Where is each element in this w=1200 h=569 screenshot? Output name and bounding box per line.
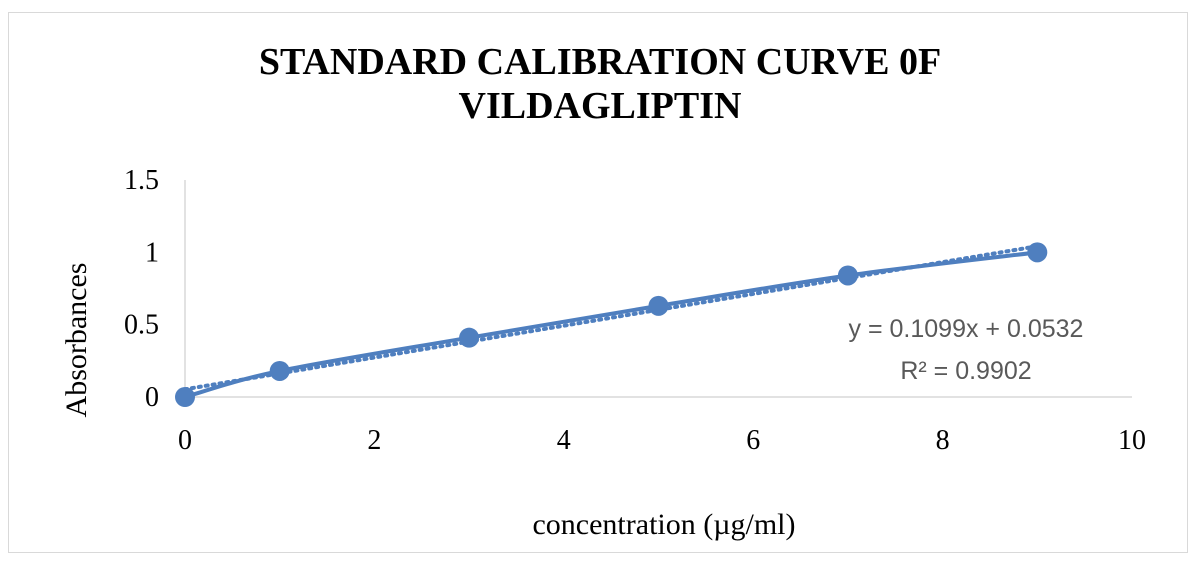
x-tick-label: 10	[1118, 425, 1146, 456]
x-tick-label: 4	[557, 425, 571, 456]
x-tick-labels: 0 2 4 6 8 10	[178, 425, 1146, 456]
data-point	[459, 327, 480, 348]
chart-frame	[8, 12, 1188, 553]
data-point	[269, 360, 290, 381]
x-tick-label: 2	[367, 425, 381, 456]
y-axis-title: Absorbances	[60, 263, 93, 418]
y-tick-labels: 0 0.5 1 1.5	[124, 165, 159, 413]
x-axis-title: concentration (µg/ml)	[532, 508, 795, 541]
data-point	[175, 387, 195, 407]
data-point	[1027, 242, 1048, 263]
x-tick-label: 6	[746, 425, 760, 456]
r-squared-label: R² = 0.9902	[900, 357, 1031, 385]
data-point	[837, 265, 858, 286]
trendline-equation: y = 0.1099x + 0.0532	[849, 315, 1084, 343]
data-point	[648, 295, 669, 316]
x-tick-label: 0	[178, 425, 192, 456]
chart-title-line-1: STANDARD CALIBRATION CURVE 0F	[258, 41, 942, 83]
y-tick-label: 0.5	[124, 310, 159, 341]
y-tick-label: 1	[145, 237, 159, 268]
x-tick-label: 8	[936, 425, 950, 456]
data-points	[175, 242, 1048, 407]
y-tick-label: 0	[145, 382, 159, 413]
y-tick-label: 1.5	[124, 165, 159, 196]
chart-title: STANDARD CALIBRATION CURVE 0F VILDAGLIPT…	[0, 40, 1200, 128]
chart-title-line-2: VILDAGLIPTIN	[458, 85, 742, 127]
